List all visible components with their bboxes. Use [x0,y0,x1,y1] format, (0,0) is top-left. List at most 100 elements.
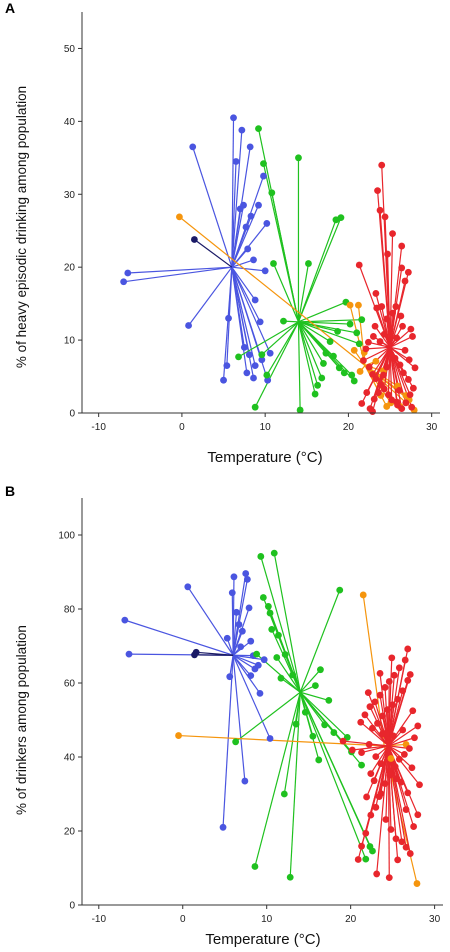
data-point [393,334,401,342]
data-point [385,874,393,882]
data-point [398,242,406,250]
spoke-line [365,346,391,350]
y-tick-label: 80 [64,605,76,616]
data-point [394,856,402,864]
data-point [394,695,402,703]
data-point [189,143,197,151]
data-point [305,260,312,267]
data-point [124,269,132,277]
data-point [242,223,250,231]
panel-b-x-axis-title: Temperature (°C) [205,931,320,948]
data-point [376,669,384,677]
spoke-line [232,654,252,676]
data-point [365,363,373,371]
data-point [401,277,409,285]
spoke-line [297,219,337,323]
data-point [251,863,259,870]
data-point [392,303,400,310]
x-tick-label: 30 [426,422,438,433]
spoke-line [188,266,233,326]
spoke-line [179,216,366,367]
spoke-line [299,692,367,860]
data-point [346,301,354,309]
data-point [348,746,356,754]
data-point [243,369,251,377]
spoke-line [389,335,413,348]
data-point [258,351,266,359]
data-point [379,371,387,379]
data-point [259,594,267,601]
data-point [382,816,390,823]
data-point [184,583,192,591]
data-point [402,399,410,407]
data-point [400,751,408,758]
panel-b-links [124,553,420,884]
data-point [334,327,341,335]
spoke-line [298,321,327,354]
data-point [228,589,236,597]
spoke-line [299,589,341,693]
data-point [296,406,304,414]
spoke-line [388,745,410,750]
spoke-line [222,655,234,828]
data-point [358,761,365,769]
spoke-line [299,669,321,693]
data-point [365,741,373,748]
data-point [243,576,251,583]
spoke-line [387,745,420,786]
spoke-line [299,691,348,738]
data-point [381,213,389,221]
data-point [244,245,252,253]
spoke-line [231,266,261,323]
data-point [350,346,358,354]
data-point [330,352,337,360]
spoke-line [298,321,331,343]
data-point [362,829,370,837]
spoke-line [299,692,374,852]
data-point [391,354,399,362]
data-point [245,351,253,359]
x-tick-label: 10 [260,422,272,433]
data-point [318,374,326,382]
x-tick-label: 20 [343,422,355,433]
spoke-line [360,721,389,747]
data-point [389,230,396,238]
data-point [376,206,384,214]
data-point [337,214,345,222]
y-tick-label: 20 [64,827,76,838]
data-point [235,353,242,361]
spoke-line [231,130,243,268]
data-point [361,711,369,719]
data-point [268,625,276,633]
data-point [359,591,367,599]
data-point [263,220,271,227]
data-point [358,400,366,407]
data-point [321,721,329,729]
data-point [238,627,246,635]
data-point [402,806,410,813]
data-point [366,703,374,711]
data-point [357,718,365,726]
data-point [263,371,271,379]
data-point [247,672,255,679]
data-point [237,643,245,651]
data-point [253,650,261,658]
data-point [325,696,333,704]
spoke-line [124,619,234,656]
data-point [393,398,401,406]
data-point [270,260,277,267]
data-point [264,376,272,384]
data-point [241,777,249,785]
data-point [416,781,423,789]
data-point [251,362,259,370]
data-point [408,764,416,772]
data-point [397,778,405,786]
data-point [270,549,278,557]
data-point [358,316,366,324]
y-tick-label: 20 [64,263,76,274]
data-point [355,301,362,309]
data-point [370,777,378,785]
spoke-line [368,346,391,368]
data-point [280,317,287,325]
spoke-line [266,321,299,376]
